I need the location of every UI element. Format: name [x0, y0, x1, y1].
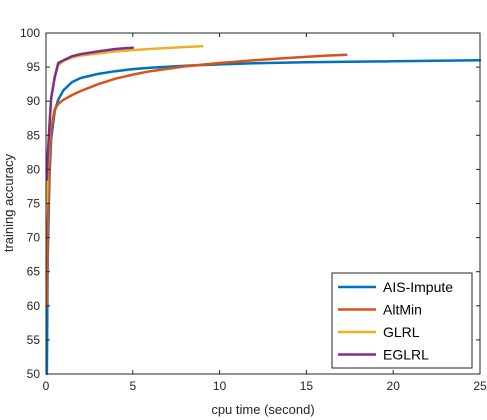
series-layer: [45, 45, 482, 376]
y-tick-label: 100: [20, 26, 40, 40]
x-tick-label: 15: [300, 379, 314, 393]
y-tick-label: 70: [27, 231, 41, 245]
series-line-altmin: [45, 53, 348, 308]
legend: AIS-Impute AltMin GLRL EGLRL: [331, 272, 473, 369]
x-tick-label: 10: [213, 379, 227, 393]
legend-label: AltMin: [383, 302, 422, 318]
y-tick-label: 55: [27, 333, 41, 347]
y-tick-label: 90: [27, 94, 41, 108]
y-tick-label: 75: [27, 197, 41, 211]
legend-label: AIS-Impute: [383, 279, 453, 295]
x-tick-label: 5: [129, 379, 136, 393]
y-tick-label: 50: [27, 367, 41, 381]
y-tick-label: 85: [27, 128, 41, 142]
y-tick-label: 80: [27, 162, 41, 176]
tick-layer: 0 5 10 15 20 25 50 55 60 65 70 75 80 85 90 95 100: [20, 26, 487, 393]
legend-label: GLRL: [383, 324, 420, 340]
legend-box: [331, 272, 473, 369]
x-axis-label: cpu time (second): [211, 402, 314, 417]
y-axis-label: training accuracy: [1, 153, 16, 252]
y-tick-label: 60: [27, 299, 41, 313]
y-tick-label: 95: [27, 60, 41, 74]
x-tick-label: 20: [387, 379, 401, 393]
series-line-eglrl: [45, 46, 135, 181]
x-tick-label: 0: [43, 379, 50, 393]
x-tick-label: 25: [473, 379, 487, 393]
y-tick-label: 65: [27, 265, 41, 279]
legend-label: EGLRL: [383, 347, 429, 363]
